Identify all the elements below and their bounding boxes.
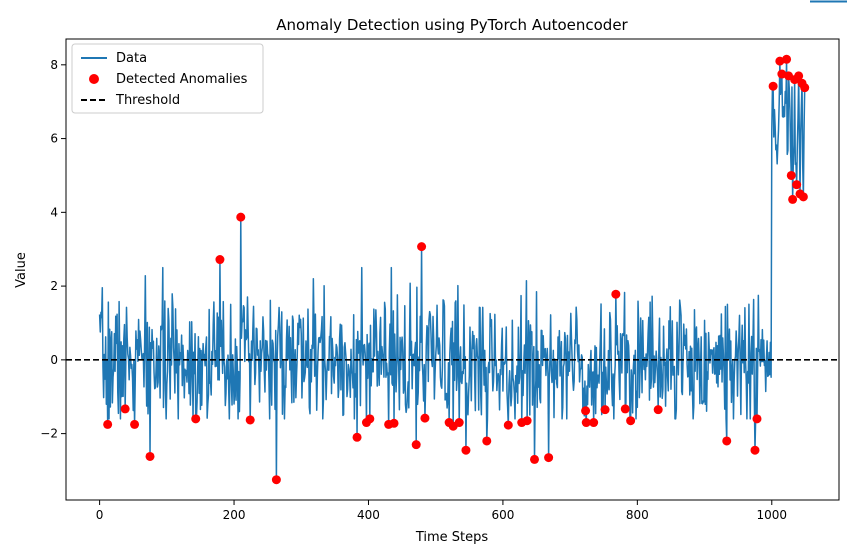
anomaly-point [600,405,610,415]
anomaly-point [544,453,554,463]
anomaly-point [417,242,427,252]
anomaly-point [530,454,540,464]
anomaly-point [365,414,375,424]
y-tick-label: 2 [50,279,58,293]
data-layer [98,58,806,481]
x-tick-label: 0 [96,508,104,522]
anomaly-point [482,436,492,446]
anomaly-point [271,475,281,485]
anomaly-point [389,418,399,428]
anomaly-point [461,445,471,455]
chart-title: Anomaly Detection using PyTorch Autoenco… [276,16,628,34]
axes-frame [65,38,840,501]
y-axis-label: Value [14,252,29,288]
anomaly-point [782,54,792,64]
anomaly-point [752,414,762,424]
anomaly-point [611,289,621,299]
anomaly-point [798,192,808,202]
anomaly-point [722,436,732,446]
anomaly-point [103,419,113,429]
x-axis-label: Time Steps [415,530,489,545]
anomaly-point [145,451,155,461]
y-axis: −2 0 2 4 6 8 [40,58,66,441]
anomaly-point [794,71,804,81]
anomaly-point [191,414,201,424]
anomaly-point [653,405,663,415]
x-tick-label: 1000 [757,508,788,522]
anomaly-point [768,81,778,91]
x-tick-label: 600 [491,508,514,522]
legend-anomaly-label: Detected Anomalies [116,72,248,87]
anomaly-point [522,416,532,426]
anomaly-point [420,413,430,423]
anomaly-point [503,420,513,430]
anomaly-point [120,404,130,414]
anomaly-point [454,418,464,428]
anomaly-point [788,194,798,204]
anomaly-point [245,415,255,425]
anomaly-point [215,255,225,265]
data-series-line [98,58,806,481]
x-axis: 0 200 400 600 800 1000 [96,500,787,522]
anomaly-point [589,418,599,428]
x-tick-label: 200 [223,508,246,522]
y-tick-label: 4 [50,205,58,219]
anomaly-point [411,440,421,450]
y-tick-label: 6 [50,132,58,146]
x-tick-label: 800 [626,508,649,522]
legend-box [71,43,264,114]
anomaly-point [236,212,246,222]
y-tick-label: 0 [50,353,58,367]
anomaly-point [792,180,802,190]
anomaly-point [620,404,630,414]
anomaly-point [352,432,362,442]
legend: Data Detected Anomalies Threshold [71,43,264,114]
legend-threshold-label: Threshold [115,93,180,108]
anomaly-point [786,170,796,180]
anomaly-point [800,83,810,93]
y-tick-label: −2 [40,427,58,441]
x-tick-label: 400 [357,508,380,522]
anomaly-layer [103,54,810,485]
legend-data-label: Data [116,51,147,66]
anomaly-point [130,419,140,429]
plot-area [65,38,840,501]
y-tick-label: 8 [50,58,58,72]
anomaly-point [750,445,760,455]
anomaly-point [581,418,591,428]
anomaly-point [626,416,636,426]
anomaly-point [581,406,591,416]
legend-anomaly-swatch [89,74,99,84]
